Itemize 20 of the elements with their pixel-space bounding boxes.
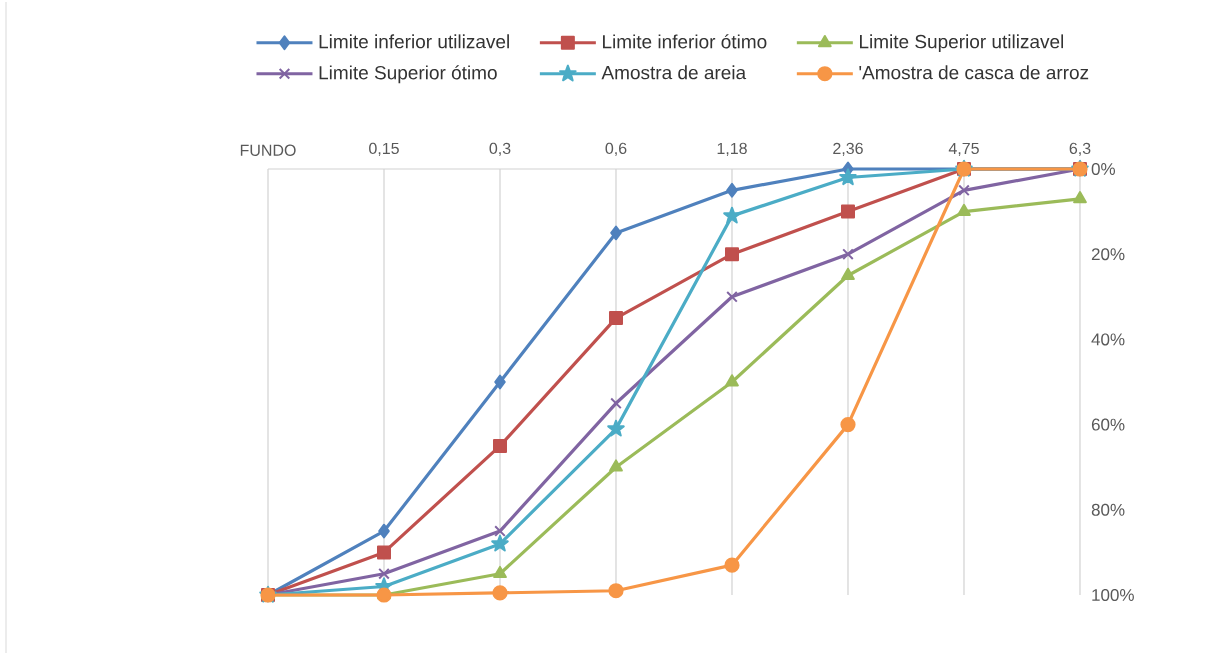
y-tick-label: 40%: [1091, 333, 1125, 346]
y-tick-label: 0%: [1091, 163, 1116, 176]
legend-label: 'Amostra de casca de arroz: [859, 65, 1089, 80]
legend-label: Limite Superior utilizavel: [860, 34, 1064, 53]
y-tick-label: 100%: [1092, 589, 1134, 602]
x-tick-label: 0,15: [369, 142, 399, 156]
x-tick-label: FUNDO: [240, 144, 296, 156]
legend-label: Limite Superior ótimo: [319, 65, 497, 84]
x-tick-label: 0,3: [489, 142, 511, 156]
y-tick-label: 60%: [1091, 418, 1125, 431]
x-tick-label: 4,75: [948, 142, 979, 156]
x-tick-label: 6,3: [1069, 142, 1091, 156]
x-tick-label: 0,6: [605, 142, 627, 156]
y-tick-label: 20%: [1091, 248, 1125, 261]
x-tick-label: 2,36: [833, 142, 863, 156]
legend-label: Amostra de areia: [601, 65, 747, 80]
legend-label: Limite inferior ótimo: [603, 34, 767, 49]
x-tick-label: 1,18: [717, 142, 747, 156]
y-tick-label: 80%: [1091, 503, 1125, 516]
legend-label: Limite inferior utilizavel: [319, 34, 509, 49]
